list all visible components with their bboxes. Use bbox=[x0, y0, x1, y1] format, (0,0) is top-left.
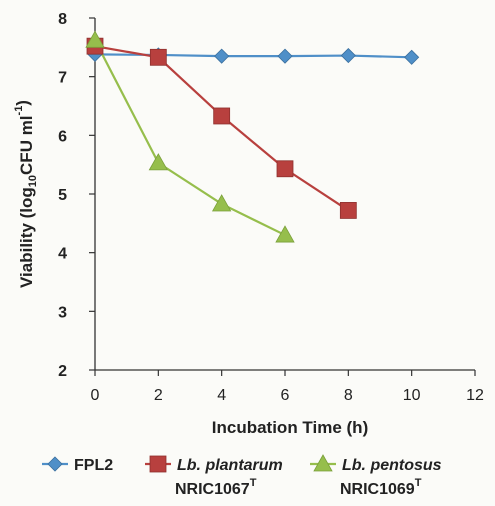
x-tick-label: 8 bbox=[344, 387, 353, 404]
data-point-series-1 bbox=[277, 48, 293, 64]
data-point-series-1 bbox=[214, 48, 230, 64]
y-tick-label: 5 bbox=[58, 187, 67, 204]
y-tick-label: 4 bbox=[58, 246, 67, 263]
data-point-series-3 bbox=[211, 194, 232, 212]
y-axis-title-part: 10 bbox=[27, 175, 39, 187]
plot-area: 2 3 4 5 6 7 8 0 2 4 6 8 10 12 Incubation Time (h) Viabi… bbox=[13, 11, 484, 437]
data-point-series-3 bbox=[85, 30, 105, 48]
y-axis-title-part: Viability (log bbox=[17, 187, 36, 288]
legend-label-line2: NRIC1069T bbox=[340, 477, 422, 498]
legend: FPL2 Lb. plantarum NRIC1067T Lb. pentosus NR… bbox=[42, 454, 442, 498]
x-tick-label: 6 bbox=[281, 387, 290, 404]
y-tick-label: 6 bbox=[58, 128, 67, 145]
y-tick-label: 7 bbox=[58, 70, 67, 87]
y-axis-title-part: CFU ml bbox=[17, 115, 36, 175]
data-point-series-2 bbox=[149, 48, 167, 66]
series-line-2 bbox=[94, 45, 349, 212]
legend-label: FPL2 bbox=[74, 457, 113, 474]
y-axis-title-part: -1 bbox=[13, 106, 25, 116]
y-tick-label: 8 bbox=[58, 11, 67, 28]
x-tick-label: 4 bbox=[217, 387, 226, 404]
legend-label: Lb. plantarum bbox=[177, 457, 283, 474]
y-axis-title: Viability (log10CFU ml-1) bbox=[13, 100, 39, 288]
x-tick-label: 2 bbox=[154, 387, 163, 404]
series-line-3 bbox=[94, 39, 286, 237]
legend-label-superscript: T bbox=[415, 477, 422, 489]
legend-label-line2: NRIC1067T bbox=[175, 477, 257, 498]
legend-marker bbox=[149, 455, 167, 473]
data-point-series-1 bbox=[340, 47, 356, 64]
legend-label-superscript: T bbox=[250, 477, 257, 489]
data-point-series-2 bbox=[276, 160, 294, 178]
y-tick-label: 2 bbox=[58, 363, 67, 380]
data-point-series-3 bbox=[275, 225, 295, 243]
x-tick-label: 10 bbox=[403, 387, 421, 404]
data-point-series-2 bbox=[213, 107, 231, 125]
x-tick-label: 12 bbox=[466, 387, 484, 404]
legend-label: Lb. pentosus bbox=[342, 457, 442, 474]
legend-marker bbox=[47, 456, 63, 472]
x-tick-label: 0 bbox=[91, 387, 100, 404]
data-point-series-1 bbox=[404, 49, 420, 65]
data-point-series-2 bbox=[339, 202, 357, 219]
x-axis-title: Incubation Time (h) bbox=[212, 418, 368, 437]
data-point-series-3 bbox=[148, 153, 169, 171]
y-tick-label: 3 bbox=[58, 304, 67, 321]
y-axis-title-part: ) bbox=[13, 100, 32, 106]
legend-marker bbox=[313, 454, 333, 472]
